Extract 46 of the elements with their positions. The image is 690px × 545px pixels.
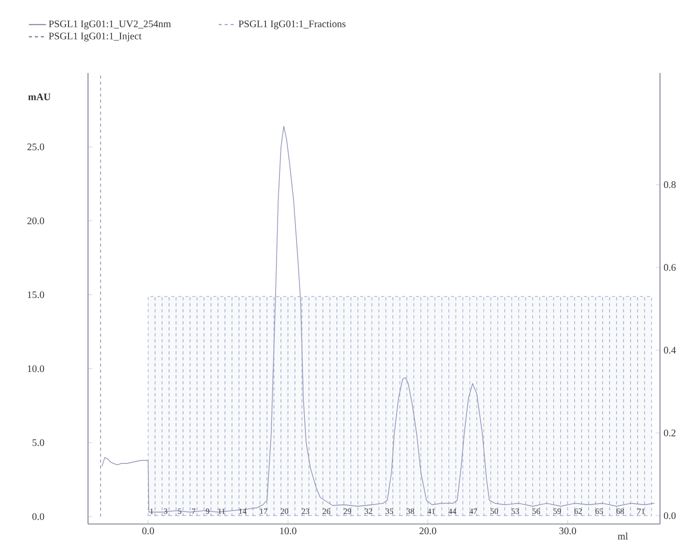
- annotation: 3: [164, 508, 168, 514]
- y-tick-label: 5.0: [32, 439, 44, 446]
- annotation: 35: [386, 508, 394, 514]
- y2-tick-label: 0.4: [664, 346, 676, 354]
- annotation: 68: [616, 508, 624, 514]
- annotation: 71: [638, 508, 645, 514]
- annotation: 20: [280, 508, 288, 514]
- y-tick-label: 20.0: [27, 217, 44, 224]
- annotation: 38: [406, 508, 414, 514]
- annotation: 1: [150, 508, 154, 514]
- legend-label: PSGL1 IgG01:1_UV2_254nm: [48, 20, 171, 30]
- annotation: 11: [218, 508, 225, 514]
- x-tick-label: 20.0: [420, 528, 436, 534]
- annotation: 17: [260, 508, 268, 514]
- y-tick-label: 0.0: [32, 513, 44, 520]
- annotation: 56: [532, 508, 540, 514]
- annotation: 29: [344, 508, 352, 514]
- annotation: 50: [490, 508, 498, 514]
- annotation: 9: [206, 508, 210, 514]
- annotation: 47: [469, 508, 478, 514]
- x-tick-label: 0.0: [142, 528, 154, 534]
- annotation: 5: [178, 508, 182, 514]
- y2-tick-label: 0.6: [664, 264, 676, 271]
- annotation: 53: [512, 508, 519, 514]
- annotation: 14: [239, 508, 246, 514]
- y-tick-label: 25.0: [27, 144, 44, 150]
- y2-tick-label: 0.0: [664, 512, 676, 520]
- y-tick-label: 10.0: [28, 365, 44, 372]
- legend-label: PSGL1 IgG01:1_Fractions: [238, 20, 346, 30]
- y-axis-title: mAU: [28, 94, 51, 100]
- legend-label: PSGL1 IgG01:1_Inject: [48, 32, 142, 42]
- annotation: 65: [596, 508, 603, 514]
- annotation: 7: [192, 508, 196, 514]
- annotation: 62: [574, 508, 582, 514]
- x-tick-label: 10.0: [280, 528, 296, 534]
- annotation: 41: [428, 508, 435, 514]
- y-tick-label: 15.0: [28, 291, 44, 298]
- annotation: 26: [322, 508, 330, 514]
- y2-tick-label: 0.8: [664, 181, 676, 188]
- annotation: 23: [302, 508, 310, 514]
- annotation: 32: [364, 508, 372, 514]
- annotation: 44: [448, 508, 456, 514]
- x-tick-label: 30.0: [559, 528, 576, 534]
- y2-tick-label: 0.2: [664, 430, 676, 436]
- x-axis-title: ml: [618, 532, 628, 540]
- annotation: 59: [554, 508, 561, 514]
